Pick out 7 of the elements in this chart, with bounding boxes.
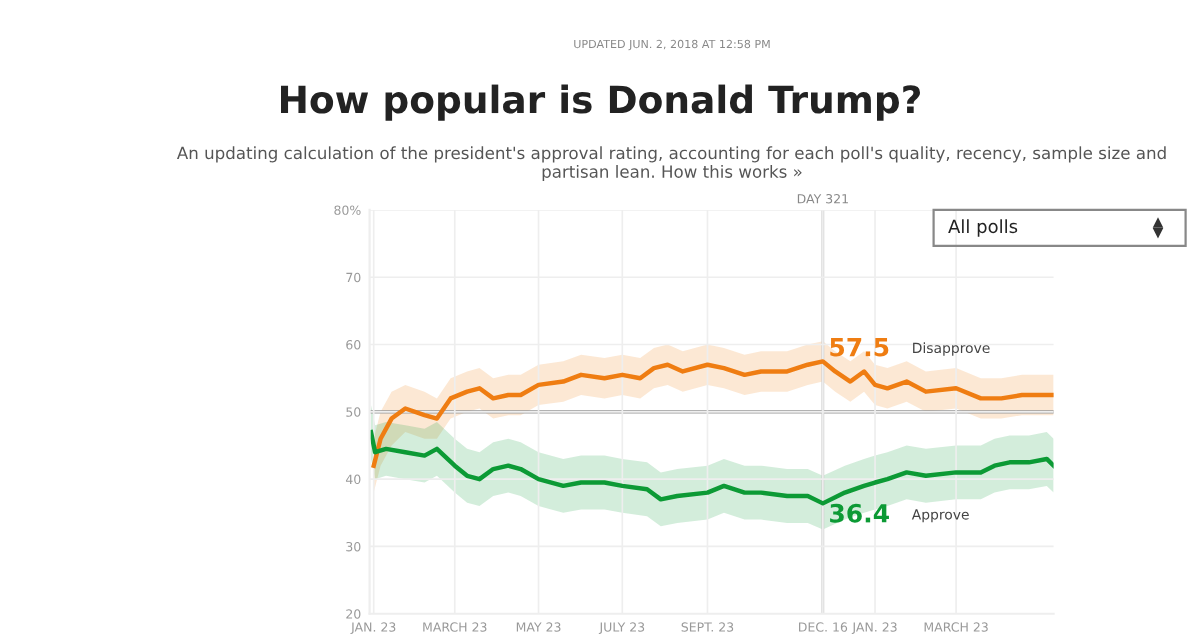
chart-subtitle: An updating calculation of the president's approval rating, accounting for each poll's quality, recency, sample size and partisan lean. How this works » <box>176 146 1166 182</box>
annotation: 36.4 <box>830 503 889 523</box>
chart-title: How popular is Donald Trump? <box>281 84 921 121</box>
annotation: All polls <box>948 219 1018 237</box>
line-series <box>371 359 1054 468</box>
line-series <box>369 429 1054 506</box>
annotation: 57.5 <box>830 337 889 357</box>
